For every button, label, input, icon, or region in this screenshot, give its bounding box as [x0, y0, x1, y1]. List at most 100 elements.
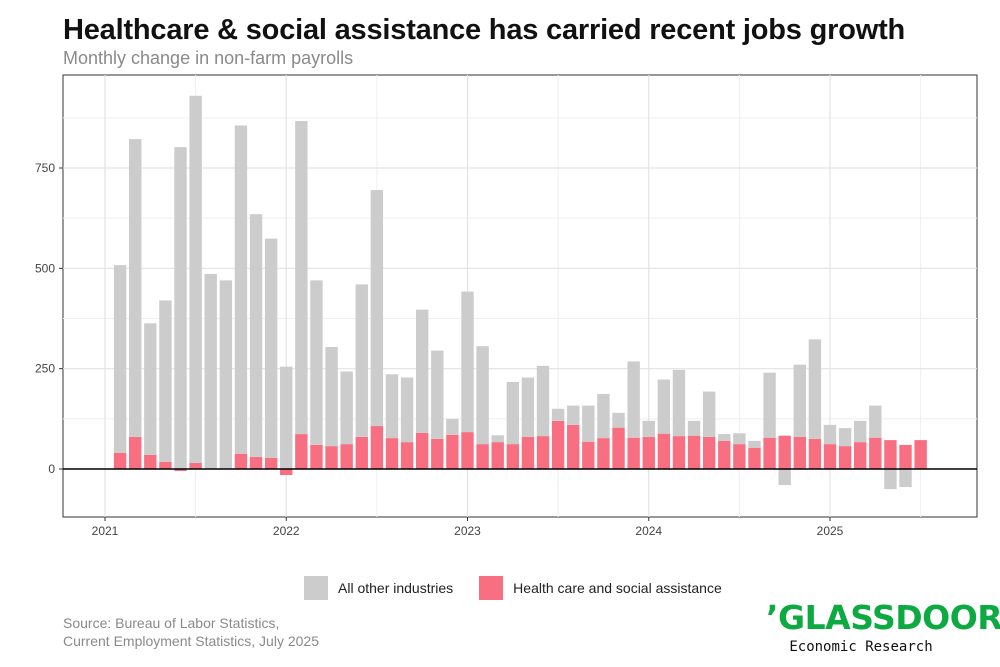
bar-other [264, 238, 278, 458]
bar-other [310, 280, 323, 445]
bar-other [808, 339, 822, 439]
bar-health [310, 444, 323, 469]
bar-health [718, 440, 731, 469]
bar-health [899, 444, 912, 469]
bar-health [506, 444, 520, 469]
y-tick-label: 500 [35, 261, 55, 275]
bar-other [219, 280, 233, 469]
bar-other [763, 372, 776, 438]
bar-health [627, 437, 640, 469]
bar-health [838, 446, 852, 469]
y-tick-label: 0 [48, 462, 55, 476]
bar-health [808, 438, 822, 469]
legend: All other industries Health care and soc… [304, 576, 748, 600]
bar-health [733, 444, 746, 469]
x-tick-label: 2021 [92, 524, 119, 538]
bar-other [718, 434, 731, 441]
bar-health [234, 453, 248, 469]
bar-other [551, 408, 565, 421]
bar-health [280, 469, 293, 476]
source-note: Source: Bureau of Labor Statistics, Curr… [63, 614, 319, 650]
chart-title: Healthcare & social assistance has carri… [63, 14, 906, 46]
bar-health [869, 437, 882, 469]
legend-swatch-other [304, 576, 328, 600]
bar-health [884, 440, 897, 469]
source-line-1: Source: Bureau of Labor Statistics, [63, 615, 280, 631]
bar-health [612, 427, 625, 469]
bar-other [733, 433, 746, 445]
source-line-2: Current Employment Statistics, July 2025 [63, 633, 319, 649]
bar-health [597, 438, 610, 469]
bar-health [642, 436, 655, 469]
bar-health [672, 436, 686, 469]
bar-health [702, 436, 716, 469]
bar-health [536, 436, 550, 469]
bar-other [400, 377, 414, 443]
bar-health [657, 433, 671, 469]
bar-health [793, 436, 806, 469]
bar-other [582, 405, 595, 442]
bar-other [431, 350, 444, 439]
bar-other [113, 265, 127, 453]
bar-other [295, 121, 308, 435]
bar-other [702, 391, 716, 437]
bar-other [189, 95, 202, 463]
bar-health [174, 469, 187, 472]
bar-other [325, 346, 338, 447]
legend-item-other: All other industries [304, 576, 453, 600]
bar-other [884, 469, 897, 490]
bar-chart: 0 250 500 750 2021 2022 2023 2024 2025 [35, 74, 978, 538]
bar-health [370, 426, 384, 469]
bar-other [249, 214, 263, 457]
bar-health [763, 437, 776, 469]
legend-label-health: Health care and social assistance [513, 580, 722, 596]
bar-other [476, 346, 489, 445]
bar-other [461, 291, 474, 433]
x-tick-label: 2024 [635, 524, 662, 538]
bar-other [415, 309, 429, 433]
bar-other [370, 190, 384, 427]
bar-health [340, 444, 353, 469]
bar-health [476, 444, 489, 469]
bar-other [838, 428, 852, 447]
bar-health [446, 434, 459, 469]
bar-health [249, 456, 263, 469]
bar-other [672, 369, 686, 437]
bar-other [174, 147, 187, 469]
bar-other [446, 418, 459, 435]
bar-other [355, 284, 368, 437]
x-tick-label: 2022 [273, 524, 300, 538]
bar-health [355, 436, 368, 469]
legend-label-other: All other industries [338, 580, 454, 596]
bar-other [204, 273, 217, 469]
bar-other [823, 424, 837, 445]
bar-health [144, 454, 157, 469]
bar-health [567, 424, 580, 469]
y-tick-label: 250 [35, 362, 55, 376]
bar-other [340, 371, 353, 445]
bar-health [325, 446, 338, 469]
bar-health [113, 452, 127, 469]
bar-health [778, 435, 791, 469]
bar-health [551, 420, 565, 469]
bar-health [385, 438, 399, 469]
bar-health [264, 457, 278, 469]
bar-health [129, 436, 142, 469]
bar-health [189, 462, 202, 469]
chart-subtitle: Monthly change in non-farm payrolls [63, 48, 354, 68]
bar-other [385, 374, 399, 439]
bar-other [793, 364, 806, 437]
bar-other [899, 469, 912, 488]
bar-other [597, 393, 610, 439]
bar-health [295, 434, 308, 469]
x-tick-label: 2023 [454, 524, 481, 538]
bar-other [234, 125, 248, 454]
bar-health [854, 442, 867, 469]
bar-other [627, 361, 640, 438]
bar-other [657, 379, 671, 434]
bar-other [567, 405, 580, 425]
bar-health [159, 461, 172, 469]
bar-other [159, 300, 172, 462]
logo-text: GLASSDOOR [778, 598, 1000, 637]
logo-subtitle: Economic Research [789, 639, 933, 655]
